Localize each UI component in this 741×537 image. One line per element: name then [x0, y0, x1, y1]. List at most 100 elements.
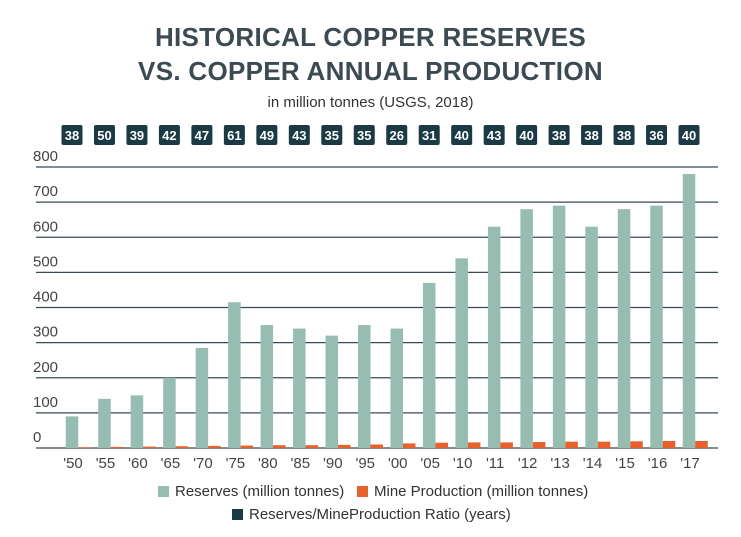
ratio-badge	[613, 125, 635, 145]
reserves-bar	[650, 205, 663, 448]
legend-ratio-swatch	[232, 509, 243, 520]
y-tick-label: 400	[33, 289, 58, 306]
x-tick-label: '95	[355, 455, 375, 472]
legend-production-swatch	[357, 486, 368, 497]
ratio-badge	[516, 125, 538, 145]
ratio-badge	[548, 125, 570, 145]
production-bar	[273, 445, 286, 448]
ratio-badge	[646, 125, 668, 145]
legend-ratio-label: Reserves/MineProduction Ratio (years)	[249, 506, 511, 523]
x-tick-label: '55	[96, 455, 116, 472]
x-tick-label: '10	[453, 455, 473, 472]
x-tick-label: '13	[550, 455, 570, 472]
x-tick-label: '90	[323, 455, 343, 472]
production-bar	[402, 443, 416, 448]
y-tick-label: 200	[33, 359, 58, 376]
reserves-bar	[585, 226, 598, 448]
legend-production: Mine Production (million tonnes)	[357, 483, 588, 500]
reserves-bar	[358, 325, 371, 448]
ratio-badge	[288, 125, 310, 145]
reserves-bar	[682, 174, 696, 448]
x-tick-label: '70	[193, 455, 213, 472]
reserves-bar	[163, 377, 176, 448]
reserves-bar	[390, 328, 403, 448]
reserves-bar	[552, 205, 566, 448]
y-tick-label: 600	[33, 218, 58, 235]
ratio-badge	[386, 125, 408, 145]
ratio-label: 39	[130, 128, 144, 143]
ratio-badge	[321, 125, 343, 145]
ratio-label: 43	[487, 128, 501, 143]
production-bar	[532, 442, 546, 448]
production-bar	[565, 441, 578, 448]
x-tick-label: '05	[420, 455, 440, 472]
ratio-label: 47	[195, 128, 209, 143]
ratio-badge	[483, 125, 505, 145]
x-tick-label: '85	[291, 455, 311, 472]
reserves-bar	[260, 325, 274, 448]
y-tick-label: 500	[33, 253, 58, 270]
reserves-bar	[325, 335, 339, 448]
ratio-label: 38	[584, 128, 598, 143]
y-tick-label: 300	[33, 324, 58, 341]
ratio-badge	[256, 125, 278, 145]
ratio-badge	[678, 125, 700, 145]
reserves-bar	[617, 209, 631, 448]
ratio-badge	[418, 125, 440, 145]
x-tick-label: '17	[680, 455, 700, 472]
x-tick-label: '60	[128, 455, 148, 472]
y-tick-label: 800	[33, 148, 58, 165]
ratio-badge	[353, 125, 375, 145]
x-tick-label: '15	[615, 455, 635, 472]
y-tick-label: 700	[33, 183, 58, 200]
ratio-label: 42	[162, 128, 176, 143]
chart-title-line2: VS. COPPER ANNUAL PRODUCTION	[138, 56, 603, 86]
production-bar	[143, 446, 156, 448]
production-bar	[500, 442, 513, 448]
x-tick-label: '12	[518, 455, 538, 472]
legend-production-label: Mine Production (million tonnes)	[374, 483, 589, 500]
ratio-label: 50	[97, 128, 111, 143]
production-bar	[662, 440, 676, 448]
reserves-bar	[520, 209, 533, 448]
x-tick-label: '65	[161, 455, 181, 472]
ratio-badge	[61, 125, 83, 145]
reserves-bar	[195, 347, 209, 448]
production-bar	[338, 444, 351, 448]
reserves-bar	[455, 258, 468, 448]
chart-title-line1: HISTORICAL COPPER RESERVES	[154, 22, 587, 52]
reserves-bar	[65, 416, 79, 448]
reserves-bar	[130, 395, 144, 448]
x-tick-label: '50	[63, 455, 83, 472]
reserves-bar	[293, 328, 306, 448]
reserves-bar	[98, 398, 111, 448]
ratio-label: 49	[260, 128, 274, 143]
legend-ratio: Reserves/MineProduction Ratio (years)	[232, 506, 511, 523]
ratio-label: 61	[227, 128, 241, 143]
production-bar	[78, 447, 91, 448]
x-tick-label: '80	[258, 455, 278, 472]
ratio-label: 31	[422, 128, 436, 143]
ratio-badge	[581, 125, 603, 145]
ratio-badge	[126, 125, 148, 145]
ratio-badge	[191, 125, 213, 145]
ratio-label: 40	[519, 128, 533, 143]
ratio-label: 43	[292, 128, 306, 143]
legend-reserves-label: Reserves (million tonnes)	[175, 483, 345, 500]
ratio-label: 40	[682, 128, 696, 143]
production-bar	[305, 445, 319, 448]
x-tick-label: '11	[486, 455, 504, 472]
production-bar	[110, 446, 124, 448]
x-tick-label: '75	[226, 455, 246, 472]
production-bar	[630, 441, 643, 448]
production-bar	[240, 445, 254, 448]
reserves-bar	[487, 226, 501, 448]
production-bar	[695, 440, 708, 448]
production-bar	[597, 441, 611, 448]
chart-subtitle: in million tonnes (USGS, 2018)	[267, 94, 474, 111]
ratio-label: 38	[552, 128, 566, 143]
ratio-label: 36	[649, 128, 663, 143]
y-tick-label: 0	[33, 429, 41, 446]
production-bar	[435, 442, 448, 448]
x-tick-label: '00	[388, 455, 408, 472]
